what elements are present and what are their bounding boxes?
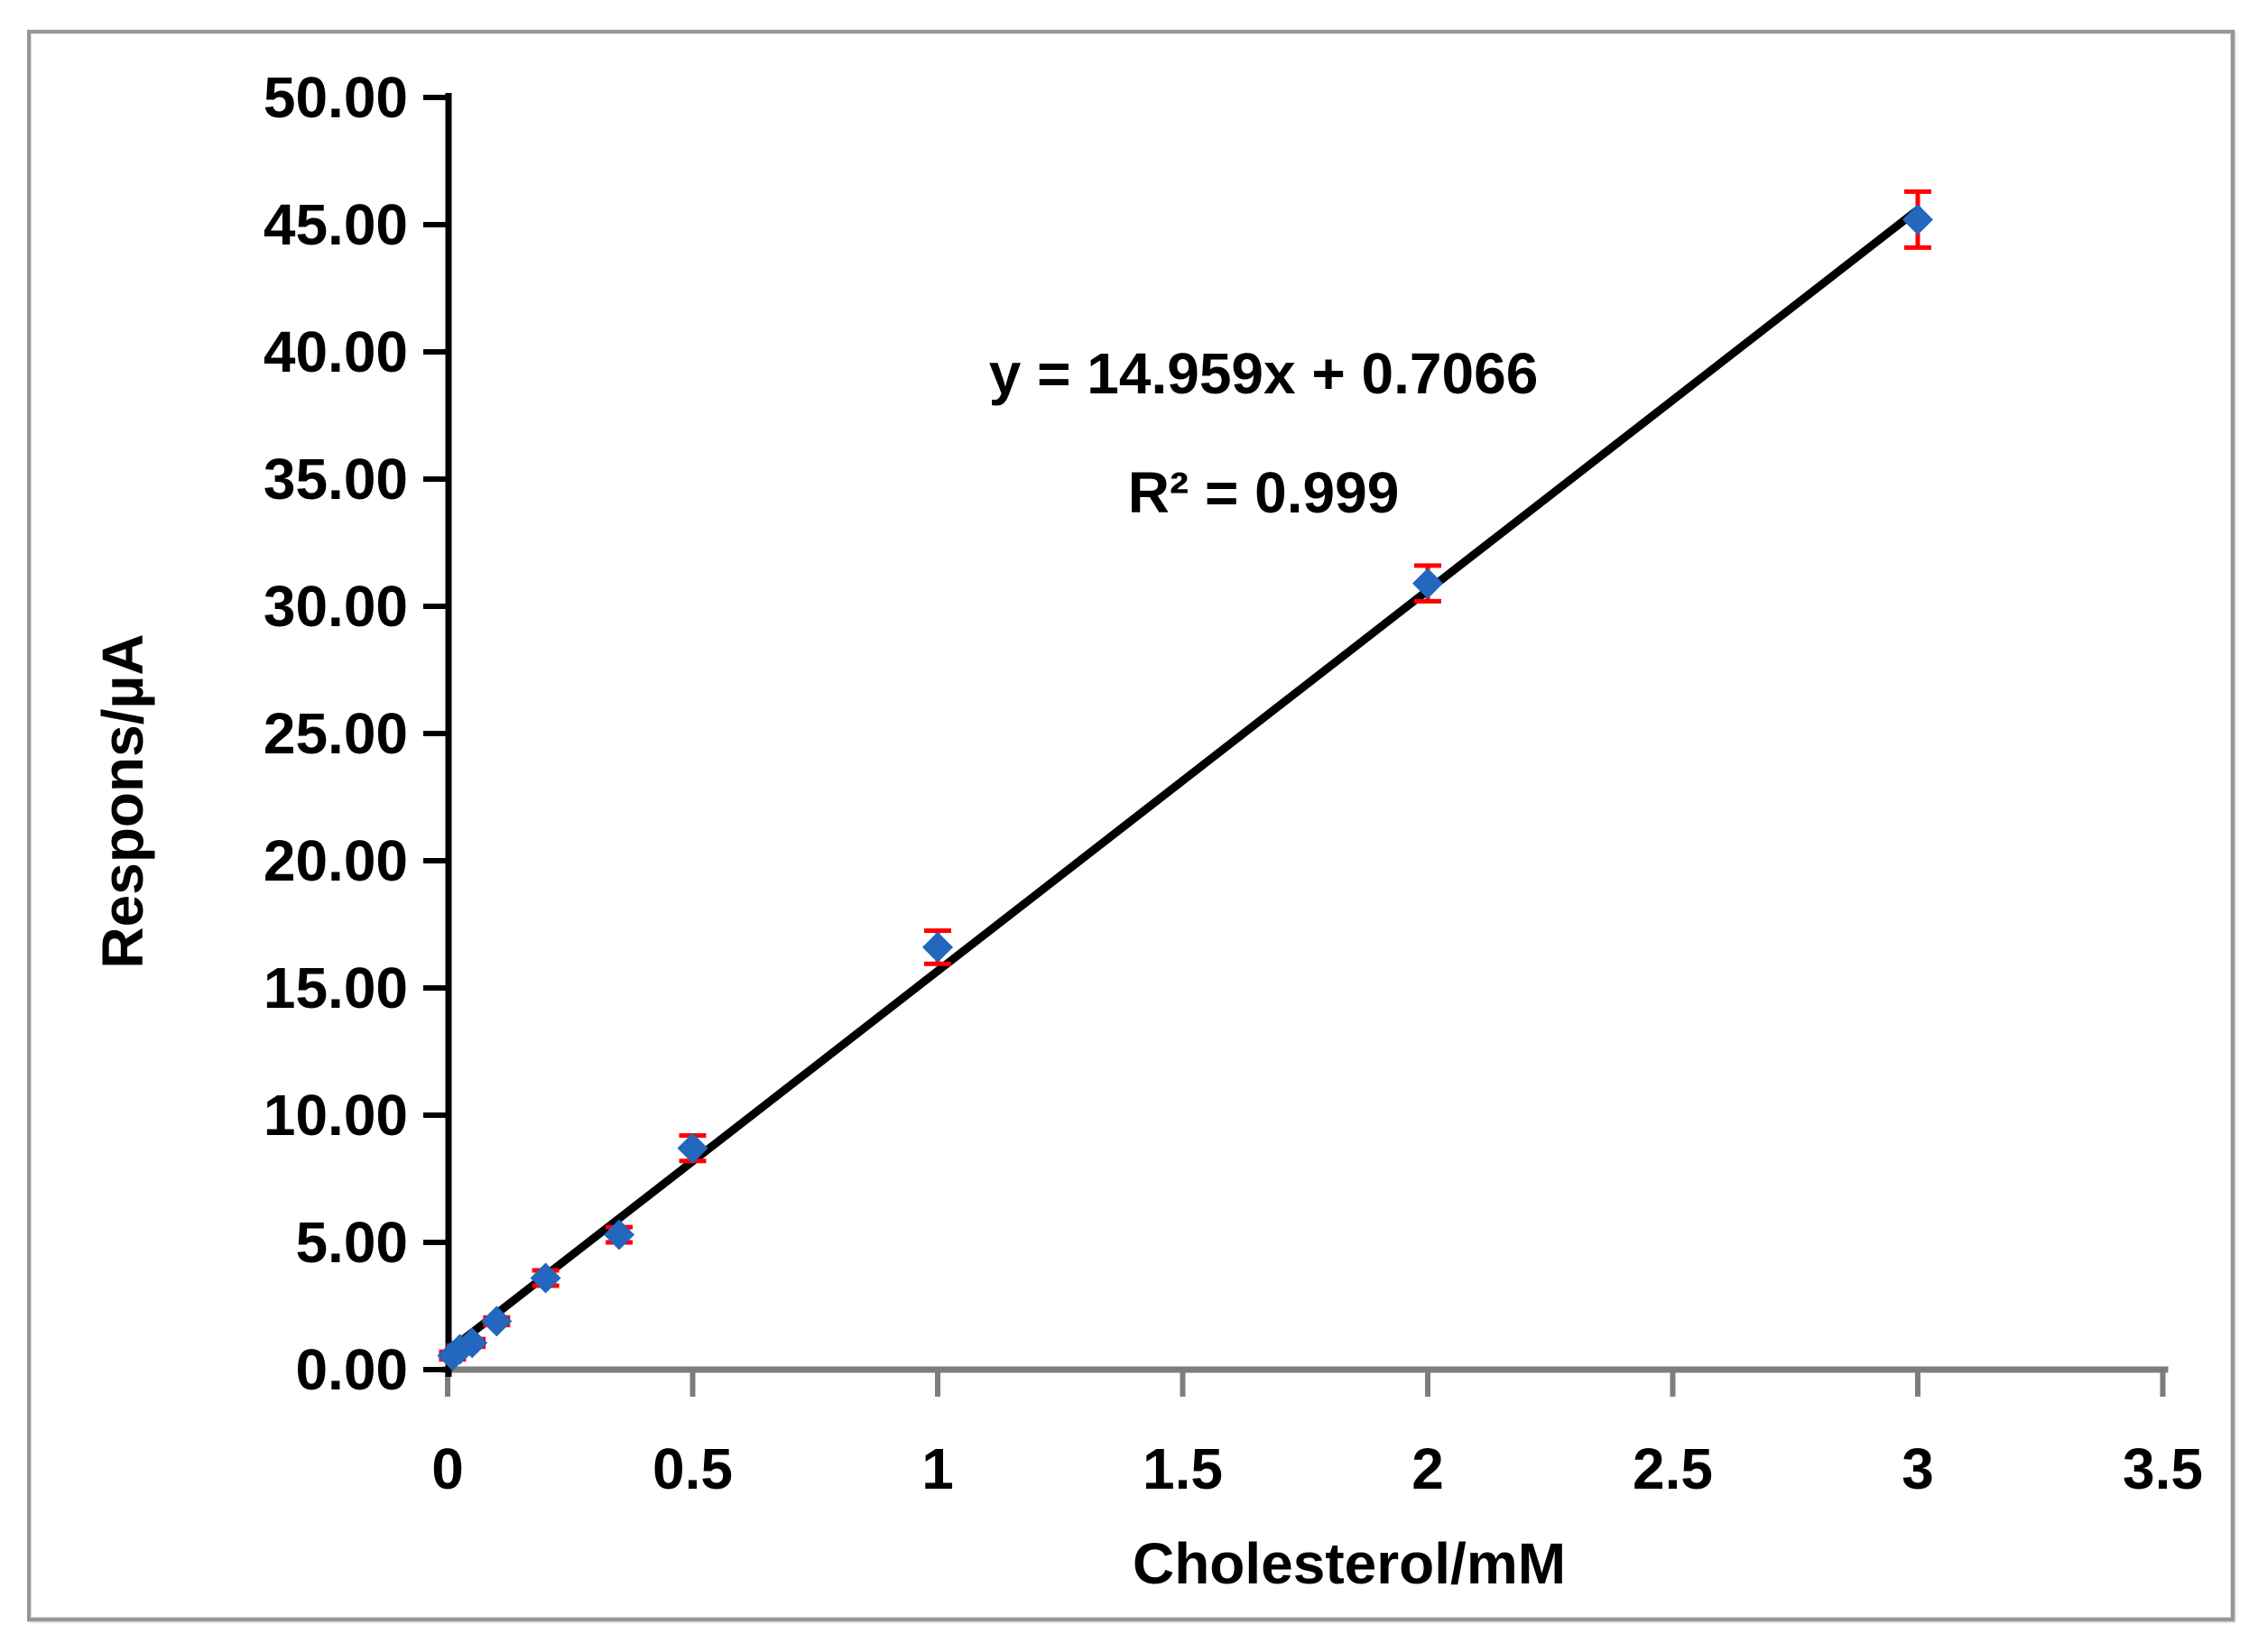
data-point-marker <box>922 931 953 963</box>
data-point-marker <box>677 1132 708 1164</box>
x-tick-label: 0 <box>431 1436 464 1501</box>
y-tick-label: 10.00 <box>264 1083 408 1148</box>
x-tick-label: 2 <box>1411 1436 1444 1501</box>
y-tick-label: 35.00 <box>264 447 408 512</box>
x-tick-label: 1.5 <box>1143 1436 1223 1501</box>
y-tick-label: 25.00 <box>264 701 408 766</box>
data-point-marker <box>457 1327 488 1359</box>
y-tick-label: 45.00 <box>264 192 408 257</box>
trendline-equation: y = 14.959x + 0.7066 R² = 0.999 <box>989 314 1539 552</box>
data-point-marker <box>1902 204 1933 235</box>
y-tick-label: 50.00 <box>264 65 408 130</box>
y-axis-title: Respons/µA <box>90 633 155 969</box>
data-point-marker <box>604 1219 635 1251</box>
x-tick-label: 0.5 <box>652 1436 733 1501</box>
r-squared-line: R² = 0.999 <box>1127 460 1400 525</box>
equation-line: y = 14.959x + 0.7066 <box>988 341 1539 406</box>
y-tick-label: 30.00 <box>264 574 408 639</box>
y-tick-label: 20.00 <box>264 828 408 893</box>
data-point-marker <box>530 1262 561 1294</box>
x-tick-label: 3 <box>1902 1436 1934 1501</box>
x-tick-label: 3.5 <box>2123 1436 2203 1501</box>
x-tick-label: 1 <box>921 1436 954 1501</box>
y-tick-label: 15.00 <box>264 955 408 1020</box>
y-tick-label: 0.00 <box>295 1337 408 1402</box>
y-tick-label: 40.00 <box>264 319 408 384</box>
data-point-marker <box>481 1306 513 1337</box>
data-point-marker <box>1412 568 1443 599</box>
x-tick-label: 2.5 <box>1633 1436 1713 1501</box>
y-tick-label: 5.00 <box>295 1210 408 1275</box>
x-axis-title: Cholesterol/mM <box>1132 1531 1567 1596</box>
